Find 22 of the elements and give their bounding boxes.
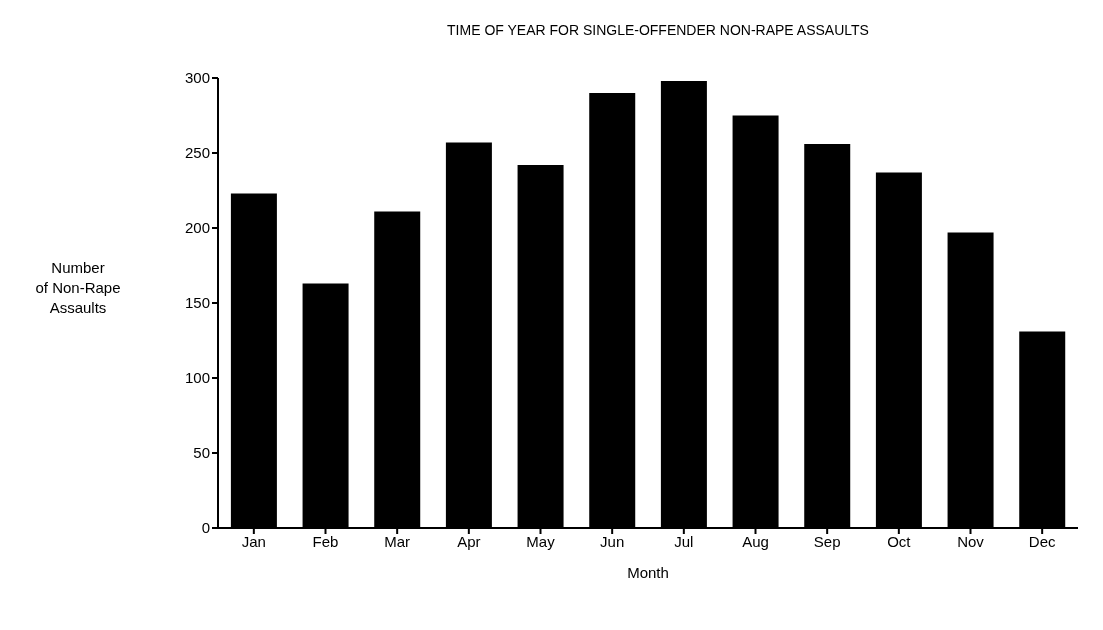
x-axis-title: Month — [627, 564, 669, 581]
y-tick-label: 200 — [184, 219, 210, 237]
x-tick-label: Dec — [1028, 532, 1056, 550]
x-tick-label: Nov — [957, 532, 985, 550]
x-tick-label: Aug — [742, 532, 769, 550]
y-tick-label: 250 — [184, 144, 210, 162]
x-tick-label: Jan — [241, 532, 266, 550]
chart-title: TIME OF YEAR FOR SINGLE-OFFENDER NON-RAPE ASSAULTS — [446, 22, 870, 38]
x-tick-label: Jun — [600, 532, 625, 550]
x-tick-label: Jul — [674, 532, 694, 550]
y-axis-title: Number of Non-Rape Assaults — [34, 258, 122, 318]
x-tick-label: Mar — [384, 532, 411, 550]
x-tick-label: May — [526, 532, 556, 550]
y-tick-label: 0 — [201, 519, 210, 537]
y-tick-label: 300 — [184, 69, 210, 87]
x-tick-label: Feb — [312, 532, 339, 550]
x-tick-label: Oct — [887, 532, 912, 550]
x-tick-label: Sep — [813, 532, 841, 550]
y-tick-label: 50 — [193, 444, 210, 462]
x-tick-label: Apr — [457, 532, 481, 550]
y-tick-label: 100 — [184, 369, 210, 387]
y-tick-label: 150 — [184, 294, 210, 312]
